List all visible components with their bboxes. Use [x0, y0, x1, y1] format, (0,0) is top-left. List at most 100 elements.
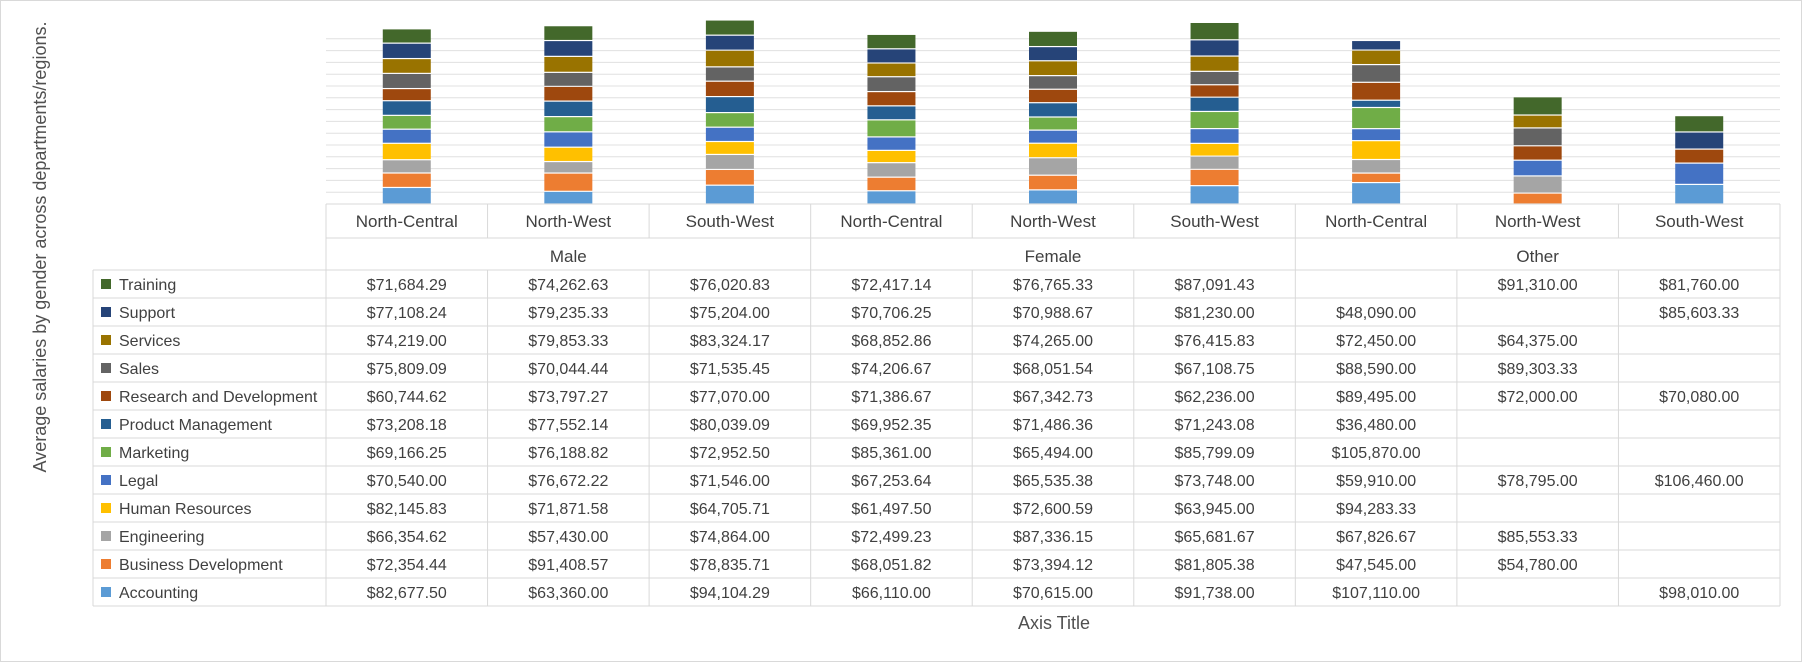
bar-segment-human-resources: [382, 143, 431, 160]
data-label: $62,236.00: [1175, 389, 1255, 406]
legend-key: [101, 307, 111, 317]
bar-segment-marketing: [1190, 112, 1239, 129]
data-label: $67,108.75: [1175, 361, 1255, 378]
data-label: $71,535.45: [690, 361, 770, 378]
bar-segment-accounting: [705, 185, 754, 204]
bar-segment-support: [1029, 47, 1077, 61]
data-label: $73,797.27: [528, 389, 608, 406]
bar-segment-product-management: [705, 97, 754, 112]
bar-segment-training: [1675, 116, 1724, 132]
data-label: $71,386.67: [851, 389, 931, 406]
bar-segment-business-development: [1029, 175, 1077, 190]
series-label: Accounting: [119, 585, 198, 602]
data-label: $74,206.67: [851, 361, 931, 378]
bar-segment-legal: [1190, 129, 1239, 143]
data-label: $72,499.23: [851, 529, 931, 546]
bar-segment-accounting: [382, 188, 431, 204]
bar-segment-marketing: [867, 120, 916, 137]
bar-segment-marketing: [544, 117, 593, 132]
series-label: Support: [119, 305, 176, 322]
data-label: $89,303.33: [1498, 361, 1578, 378]
legend-key: [101, 335, 111, 345]
bar-segment-legal: [382, 129, 431, 143]
data-label: $71,486.36: [1013, 417, 1093, 434]
data-label: $71,871.58: [528, 501, 608, 518]
bar-segment-product-management: [1029, 103, 1077, 117]
bar-segment-engineering: [705, 155, 754, 169]
bar-segment-human-resources: [1190, 143, 1239, 156]
data-label: $59,910.00: [1336, 473, 1416, 490]
data-label: $63,945.00: [1175, 501, 1255, 518]
series-label: Sales: [119, 361, 159, 378]
bar-segment-training: [1190, 22, 1239, 40]
bar-segment-accounting: [1029, 190, 1077, 204]
data-label: $75,204.00: [690, 305, 770, 322]
data-label: $73,394.12: [1013, 557, 1093, 574]
data-label: $71,684.29: [367, 277, 447, 294]
data-label: $87,336.15: [1013, 529, 1093, 546]
data-label: $68,051.54: [1013, 361, 1093, 378]
data-label: $66,354.62: [367, 529, 447, 546]
data-label: $78,795.00: [1498, 473, 1578, 490]
bar-segment-engineering: [1513, 176, 1562, 193]
bar-segment-legal: [705, 127, 754, 141]
bar-segment-human-resources: [867, 150, 916, 163]
bar-segment-research-and-development: [1352, 82, 1401, 100]
bar-segment-research-and-development: [867, 92, 916, 106]
series-label: Research and Development: [119, 389, 318, 406]
data-label: $81,230.00: [1175, 305, 1255, 322]
data-label: $71,243.08: [1175, 417, 1255, 434]
bar-segment-business-development: [1513, 193, 1562, 204]
data-label: $85,603.33: [1659, 305, 1739, 322]
bar-segment-sales: [1029, 76, 1077, 89]
data-label: $72,952.50: [690, 445, 770, 462]
bar-segment-support: [705, 35, 754, 50]
legend-key: [101, 279, 111, 289]
bar-segment-marketing: [705, 113, 754, 127]
category-label: North-Central: [356, 212, 458, 231]
group-label: Male: [550, 247, 587, 266]
bar-segment-engineering: [382, 160, 431, 173]
data-label: $47,545.00: [1336, 557, 1416, 574]
bar-segment-business-development: [382, 173, 431, 187]
bar-segment-legal: [1675, 163, 1724, 184]
legend-key: [101, 587, 111, 597]
bar-segment-legal: [867, 137, 916, 150]
bar-segment-accounting: [1190, 186, 1239, 204]
data-label: $48,090.00: [1336, 305, 1416, 322]
data-label: $107,110.00: [1332, 585, 1420, 602]
bar-segment-accounting: [1352, 183, 1401, 204]
data-label: $72,354.44: [367, 557, 447, 574]
bar-segment-engineering: [1029, 158, 1077, 175]
bar-segment-marketing: [1352, 108, 1401, 129]
data-label: $70,540.00: [367, 473, 447, 490]
data-label: $72,600.59: [1013, 501, 1093, 518]
data-label: $76,672.22: [528, 473, 608, 490]
legend-key: [101, 447, 111, 457]
bar-segment-business-development: [867, 177, 916, 191]
data-label: $80,039.09: [690, 417, 770, 434]
data-label: $76,188.82: [528, 445, 608, 462]
bar-segment-support: [1675, 132, 1724, 149]
data-label: $70,615.00: [1013, 585, 1093, 602]
series-label: Engineering: [119, 529, 204, 546]
bar-segment-research-and-development: [1513, 146, 1562, 160]
bar-segment-sales: [544, 72, 593, 86]
bar-segment-research-and-development: [705, 81, 754, 96]
bar-segment-human-resources: [1029, 143, 1077, 158]
data-label: $83,324.17: [690, 333, 770, 350]
series-label: Product Management: [119, 417, 273, 434]
x-axis-title: Axis Title: [1018, 613, 1090, 633]
data-label: $72,417.14: [851, 277, 931, 294]
bar-segment-support: [1352, 41, 1401, 50]
data-label: $70,706.25: [851, 305, 931, 322]
data-label: $65,681.67: [1175, 529, 1255, 546]
data-label: $88,590.00: [1336, 361, 1416, 378]
y-axis-title: Average salaries by gender across depart…: [30, 22, 50, 473]
bar-segment-product-management: [382, 101, 431, 115]
data-label: $82,677.50: [367, 585, 447, 602]
data-label: $60,744.62: [367, 389, 447, 406]
series-label: Business Development: [119, 557, 283, 574]
data-label: $67,342.73: [1013, 389, 1093, 406]
